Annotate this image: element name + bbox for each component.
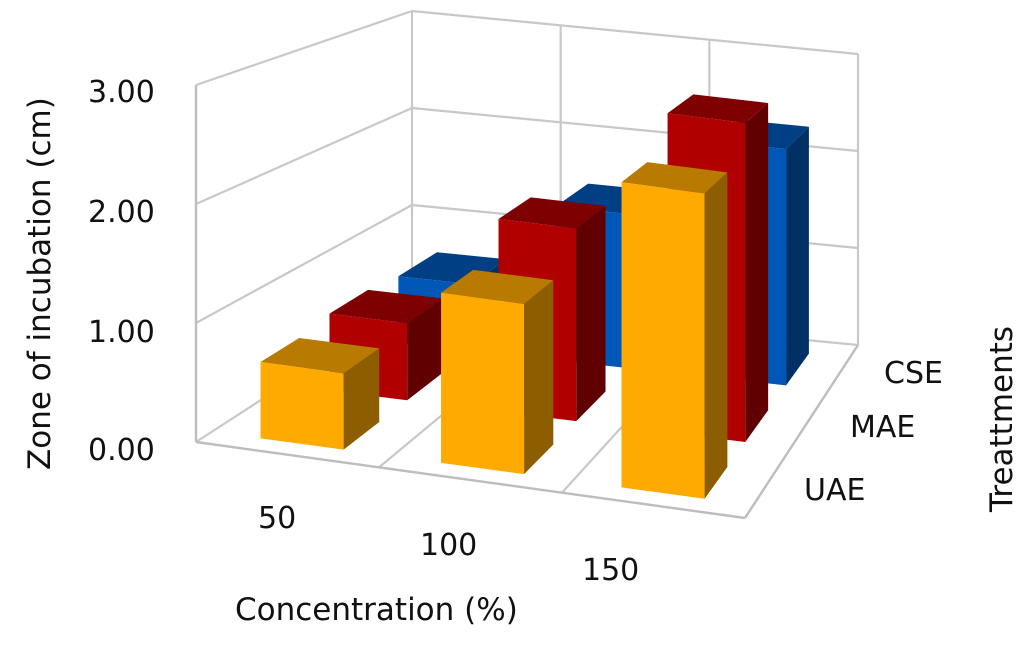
z-tick-cse: CSE	[884, 356, 943, 391]
y-tick-3: 3.00	[88, 75, 155, 110]
x-axis-title: Concentration (%)	[235, 592, 518, 628]
y-tick-2: 2.00	[88, 195, 155, 230]
z-axis-title: Treattments	[984, 326, 1020, 513]
chart-bars	[260, 94, 809, 499]
z-tick-uae: UAE	[804, 473, 865, 508]
bar-uae-150	[621, 162, 728, 499]
bar-mae-100	[498, 197, 606, 422]
y-tick-0: 0.00	[88, 433, 155, 468]
y-axis-title: Zone of incubation (cm)	[22, 97, 58, 470]
z-tick-mae: MAE	[850, 410, 915, 445]
y-tick-1: 1.00	[88, 315, 155, 350]
x-tick-150: 150	[582, 553, 639, 588]
bar-uae-100	[441, 269, 554, 475]
x-tick-100: 100	[420, 528, 477, 563]
bar-uae-50	[260, 338, 380, 450]
x-tick-50: 50	[258, 501, 296, 536]
